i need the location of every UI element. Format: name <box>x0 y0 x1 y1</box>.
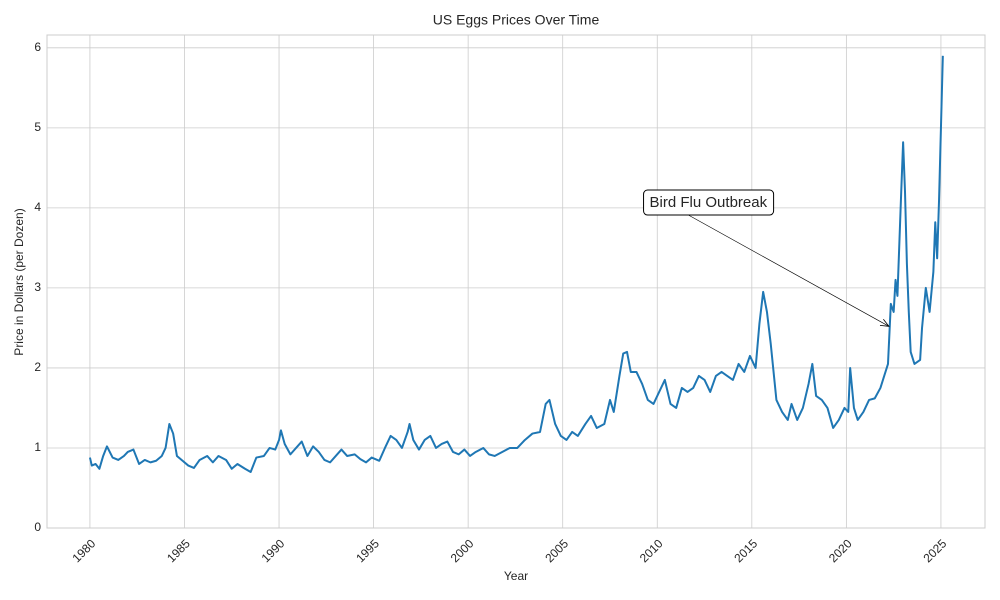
annotation-box <box>643 189 775 216</box>
y-tick-label: 2 <box>34 360 41 374</box>
y-axis-label: Price in Dollars (per Dozen) <box>12 208 26 355</box>
y-tick-label: 3 <box>34 280 41 294</box>
price-line <box>88 55 944 473</box>
annotation: Bird Flu Outbreak <box>643 189 775 216</box>
arrow-head <box>879 318 890 327</box>
y-tick-label: 1 <box>34 440 41 454</box>
chart-title: US Eggs Prices Over Time <box>433 12 600 28</box>
plot-frame <box>46 34 986 529</box>
y-tick-label: 0 <box>34 520 41 534</box>
x-axis-label: Year <box>504 569 528 583</box>
y-tick-label: 6 <box>34 40 41 54</box>
y-tick-label: 4 <box>34 200 41 214</box>
annotation-text: Bird Flu Outbreak <box>650 194 768 211</box>
y-tick-label: 5 <box>34 120 41 134</box>
annotation-arrow <box>688 214 890 327</box>
